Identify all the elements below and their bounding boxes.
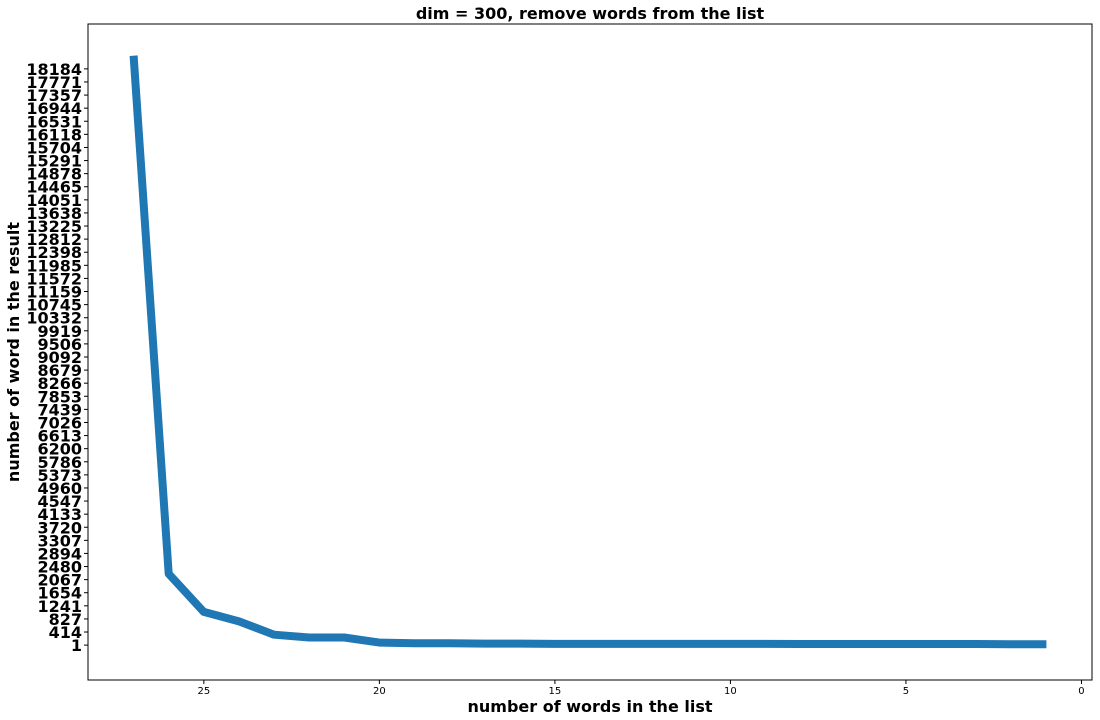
y-tick-label: 1654 <box>37 584 82 603</box>
x-tick-label: 5 <box>903 686 909 697</box>
x-tick-label: 15 <box>549 686 562 697</box>
y-tick-label: 827 <box>49 610 82 629</box>
chart-title: dim = 300, remove words from the list <box>416 4 765 23</box>
y-tick-label: 11985 <box>26 256 82 275</box>
x-tick-label: 10 <box>724 686 737 697</box>
y-tick-label: 10332 <box>26 309 82 328</box>
y-tick-label: 4547 <box>37 492 82 511</box>
y-tick-label: 17771 <box>26 73 82 92</box>
y-tick-label: 14465 <box>26 178 82 197</box>
y-tick-label: 9506 <box>37 335 82 354</box>
y-tick-label: 6200 <box>37 440 82 459</box>
y-tick-label: 16944 <box>26 99 82 118</box>
y-tick-label: 5373 <box>37 466 82 485</box>
y-tick-label: 10745 <box>26 296 82 315</box>
y-tick-label: 15291 <box>26 152 82 171</box>
y-tick-label: 15704 <box>26 138 82 157</box>
x-tick-label: 0 <box>1078 686 1084 697</box>
y-tick-label: 12398 <box>26 243 82 262</box>
y-tick-label: 7026 <box>37 413 82 432</box>
series-line <box>129 55 1047 649</box>
x-tick-label: 25 <box>197 686 210 697</box>
x-tick-label: 20 <box>373 686 386 697</box>
y-tick-label: 14051 <box>26 191 82 210</box>
y-tick-label: 8679 <box>37 361 82 380</box>
series-group <box>129 55 1047 649</box>
y-tick-label: 9919 <box>37 322 82 341</box>
y-tick-label: 11159 <box>26 283 82 302</box>
y-tick-label: 2067 <box>37 571 82 590</box>
y-tick-label: 17357 <box>26 86 82 105</box>
plot-frame <box>87 23 1093 681</box>
y-tick-label: 11572 <box>26 269 82 288</box>
y-tick-label: 13638 <box>26 204 82 223</box>
y-tick-label: 1 <box>71 636 82 655</box>
y-tick-label: 2480 <box>37 558 82 577</box>
y-axis-label: number of word in the result <box>4 222 23 482</box>
y-tick-label: 9092 <box>37 348 82 367</box>
x-axis-ticks: 25 20 15 10 5 0 <box>197 680 1085 697</box>
y-tick-label: 7853 <box>37 387 82 406</box>
y-tick-label: 13225 <box>26 217 82 236</box>
y-tick-label: 8266 <box>37 374 82 393</box>
y-tick-label: 16118 <box>26 125 82 144</box>
x-axis-label: number of words in the list <box>468 697 713 716</box>
y-tick-label: 4133 <box>37 505 82 524</box>
y-tick-label: 16531 <box>26 112 82 131</box>
y-tick-label: 12812 <box>26 230 82 249</box>
y-tick-label: 6613 <box>37 427 82 446</box>
y-tick-label: 414 <box>49 623 82 642</box>
y-tick-label: 3720 <box>37 518 82 537</box>
y-tick-label: 18184 <box>26 60 82 79</box>
y-tick-label: 4960 <box>37 479 82 498</box>
y-tick-label: 2894 <box>37 544 82 563</box>
y-tick-label: 3307 <box>37 531 82 550</box>
y-tick-label: 5786 <box>37 453 82 472</box>
y-tick-label: 14878 <box>26 165 82 184</box>
y-tick-label: 1241 <box>37 597 82 616</box>
y-tick-label: 7439 <box>37 400 82 419</box>
y-axis-ticks: 1414827124116542067248028943307372041334… <box>26 60 88 655</box>
